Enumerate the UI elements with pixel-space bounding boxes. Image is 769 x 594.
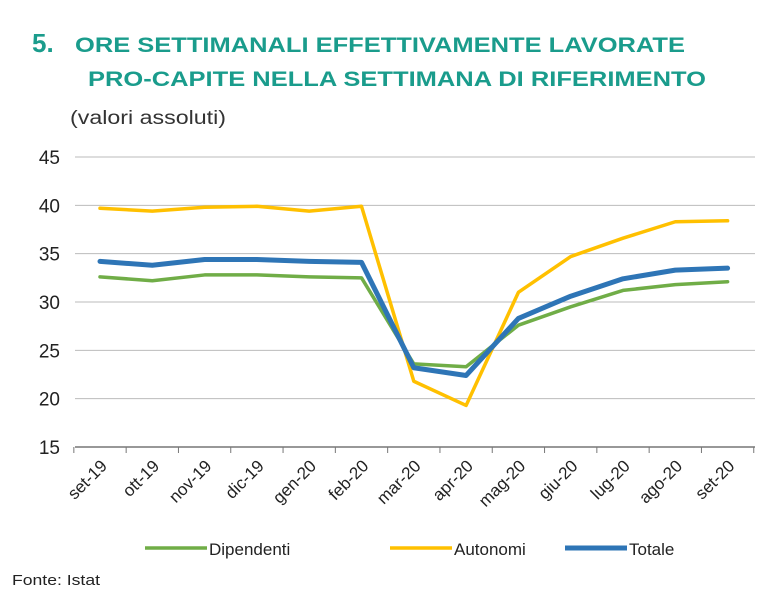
y-tick-label: 40	[39, 196, 60, 217]
x-tick-label: dic-19	[222, 456, 268, 502]
series-line	[98, 204, 730, 408]
legend-label: Totale	[629, 540, 674, 559]
chart-number: 5.	[32, 28, 54, 58]
y-tick-label: 15	[39, 438, 60, 459]
y-tick-label: 30	[39, 293, 60, 314]
x-tick-label: mag-20	[475, 456, 529, 510]
source: Fonte: Istat	[12, 572, 101, 589]
chart-title: ORE SETTIMANALI EFFETTIVAMENTE LAVORATE	[75, 34, 685, 57]
x-tick-label: ott-19	[119, 456, 163, 500]
x-tick-label: set-20	[692, 456, 739, 503]
chart-subtitle: (valori assoluti)	[70, 108, 226, 129]
y-tick-label: 20	[39, 390, 60, 411]
chart-title: PRO-CAPITE NELLA SETTIMANA DI RIFERIMENT…	[88, 68, 706, 91]
y-tick-label: 45	[39, 148, 60, 169]
x-tick-label: nov-19	[165, 456, 215, 506]
series-line	[97, 256, 731, 378]
y-tick-label: 25	[39, 341, 60, 362]
x-tick-label: set-19	[64, 456, 111, 503]
y-tick-label: 35	[39, 245, 60, 266]
legend-label: Autonomi	[454, 540, 526, 559]
legend-label: Dipendenti	[209, 540, 290, 559]
x-tick-label: feb-20	[325, 456, 373, 504]
x-tick-label: mar-20	[373, 456, 425, 508]
series-line	[98, 273, 730, 369]
x-tick-label: ago-20	[635, 456, 686, 507]
x-tick-label: lug-20	[587, 456, 634, 503]
x-tick-label: gen-20	[269, 456, 320, 507]
x-tick-label: apr-20	[429, 456, 477, 504]
x-tick-label: giu-20	[535, 456, 582, 503]
